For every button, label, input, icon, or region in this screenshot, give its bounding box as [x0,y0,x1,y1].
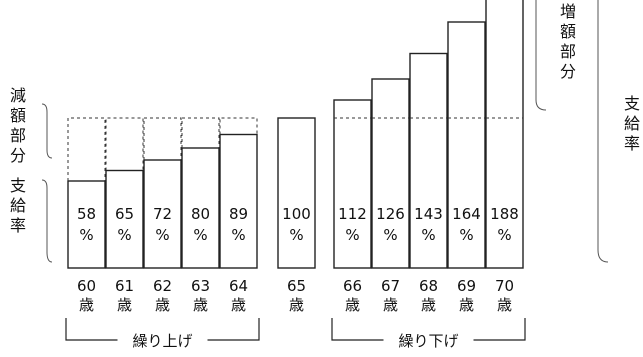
bar-69 [447,21,486,269]
age-label: 65 [287,277,306,295]
rate-label-right: 支給率 [623,94,640,153]
age-suffix-label: 歳 [497,296,512,314]
percent-label: % [155,226,169,244]
group-bracket [331,318,526,341]
reduced-portion-outline [181,117,220,148]
rate-label-left: 支給率 [9,176,26,235]
reduced-portion-outline [143,117,182,160]
age-suffix-label: 歳 [459,296,474,314]
age-label: 66 [343,277,362,295]
age-suffix-label: 歳 [421,296,436,314]
reduced-portion-outline [219,117,258,135]
bar-60 [67,180,106,269]
percent-label: % [459,226,473,244]
bar-61 [105,169,144,269]
value-label: 126 [376,205,405,223]
age-suffix-label: 歳 [193,296,208,314]
reduced-portion-label: 減額部分 [9,86,26,165]
percent-label: % [117,226,131,244]
bar-70 [485,0,524,269]
value-label: 112 [338,205,367,223]
age-suffix-label: 歳 [117,296,132,314]
bar-65 [277,117,316,269]
bar-66 [333,99,372,269]
age-label: 67 [381,277,400,295]
reduced-bracket [41,103,53,159]
percent-label: % [289,226,303,244]
value-label: 188 [490,205,519,223]
bar-67 [371,78,410,269]
percent-label: % [497,226,511,244]
increased-portion-label: 増額部分 [559,2,576,81]
value-label: 72 [153,205,172,223]
reduced-portion-outline [105,117,144,171]
bars-layer: 58%60歳65%61歳72%62歳80%63歳89%64歳100%65歳112… [67,0,524,314]
value-label: 58 [77,205,96,223]
age-label: 64 [229,277,248,295]
value-label: 164 [452,205,481,223]
age-label: 68 [419,277,438,295]
age-suffix-label: 歳 [383,296,398,314]
age-label: 60 [77,277,96,295]
group-label-deferred: 繰り下げ [398,332,458,350]
value-label: 100 [282,205,311,223]
bar-68 [409,52,448,269]
increase-bracket [535,0,547,111]
rate-bracket-left [41,179,53,263]
age-suffix-label: 歳 [231,296,246,314]
age-label: 62 [153,277,172,295]
percent-label: % [193,226,207,244]
rate-bracket-right [597,0,609,263]
percent-label: % [383,226,397,244]
bar-63 [181,147,220,269]
group-bracket [65,318,260,341]
value-label: 143 [414,205,443,223]
age-label: 69 [457,277,476,295]
percent-label: % [345,226,359,244]
bar-64 [219,133,258,269]
group-label-early: 繰り上げ [132,332,192,350]
age-label: 70 [495,277,514,295]
value-label: 65 [115,205,134,223]
age-suffix-label: 歳 [155,296,170,314]
age-suffix-label: 歳 [79,296,94,314]
percent-label: % [421,226,435,244]
age-label: 63 [191,277,210,295]
percent-label: % [231,226,245,244]
brackets-layer: 繰り上げ 繰り下げ [41,0,609,350]
bar-62 [143,159,182,269]
percent-label: % [79,226,93,244]
value-label: 80 [191,205,210,223]
value-label: 89 [229,205,248,223]
age-label: 61 [115,277,134,295]
reduced-portion-outline [67,117,106,181]
age-suffix-label: 歳 [289,296,304,314]
age-suffix-label: 歳 [345,296,360,314]
